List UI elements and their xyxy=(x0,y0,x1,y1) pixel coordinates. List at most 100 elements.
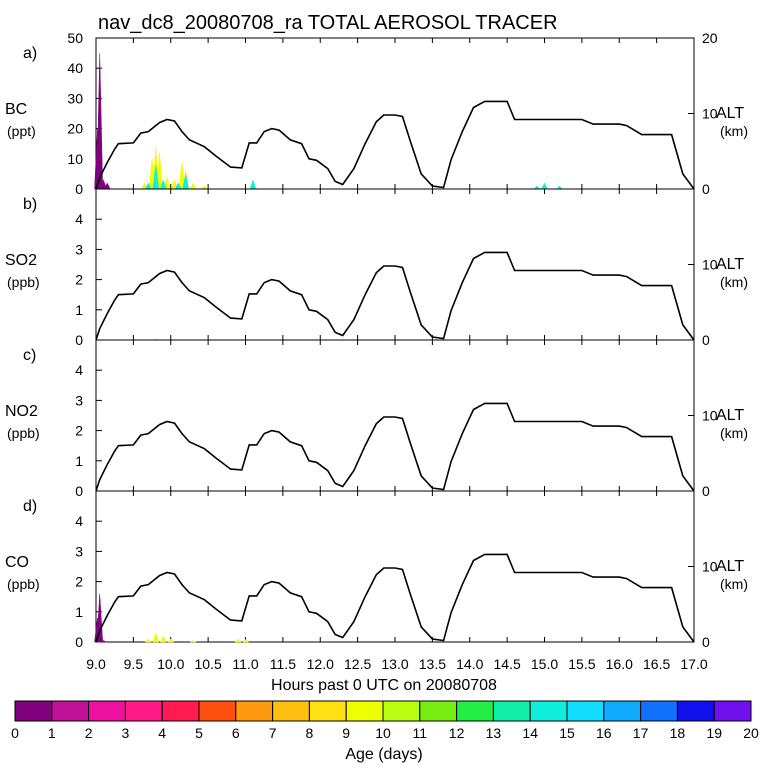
y-tick-label: 20 xyxy=(67,121,83,137)
altitude-line xyxy=(95,553,695,643)
alt-tick-label: 0 xyxy=(702,332,710,348)
y-tick-label: 2 xyxy=(75,423,83,439)
y-tick-label: 4 xyxy=(75,211,83,227)
panel-letter: c) xyxy=(23,347,36,364)
alt-axis-unit: (km) xyxy=(720,123,748,139)
x-tick-label: 13.5 xyxy=(419,656,446,672)
unit-label: (ppb) xyxy=(7,425,40,441)
x-tick-label: 10.5 xyxy=(195,656,222,672)
y-tick-label: 2 xyxy=(75,574,83,590)
x-tick-label: 9.5 xyxy=(124,656,144,672)
species-label: SO2 xyxy=(5,252,37,269)
tracer-spike xyxy=(96,593,104,643)
panels: a)BC(ppt)0102030405001020ALT(km)b)SO2(pp… xyxy=(5,30,748,672)
panel-letter: b) xyxy=(23,196,37,213)
colorbar-swatch xyxy=(124,700,163,722)
colorbar-tick-label: 20 xyxy=(743,725,759,741)
colorbar-tick-label: 11 xyxy=(413,725,428,741)
colorbar-tick-label: 2 xyxy=(85,725,93,741)
x-tick-label: 14.5 xyxy=(494,656,521,672)
colorbar-swatch xyxy=(345,700,384,722)
altitude-line xyxy=(95,402,695,492)
y-tick-label: 0 xyxy=(75,634,83,650)
colorbar-swatch xyxy=(676,700,715,722)
y-tick-label: 2 xyxy=(75,272,83,288)
colorbar-swatch xyxy=(88,700,126,722)
tracer-spike xyxy=(96,53,103,190)
alt-axis-label: ALT xyxy=(716,256,744,273)
unit-label: (ppt) xyxy=(7,123,36,139)
x-tick-label: 10.0 xyxy=(157,656,184,672)
alt-tick-label: 10 xyxy=(702,106,718,122)
colorbar-tick-label: 16 xyxy=(596,725,612,741)
colorbar-swatch xyxy=(14,700,53,722)
y-tick-label: 0 xyxy=(75,181,83,197)
y-tick-label: 30 xyxy=(67,90,83,106)
panel-frame xyxy=(95,339,695,492)
colorbar-swatch xyxy=(272,700,310,722)
x-tick-label: 11.5 xyxy=(270,656,296,672)
alt-tick-label: 0 xyxy=(702,483,710,499)
panel-frame xyxy=(95,37,695,190)
unit-label: (ppb) xyxy=(7,576,40,592)
tracer-spike xyxy=(100,640,107,643)
colorbar-swatch xyxy=(382,700,421,722)
y-tick-label: 10 xyxy=(67,151,83,167)
colorbar-swatch xyxy=(419,700,458,722)
colorbar-tick-label: 0 xyxy=(11,725,19,741)
y-tick-label: 0 xyxy=(75,332,83,348)
tracer-spike xyxy=(144,638,152,643)
colorbar-swatch xyxy=(492,700,531,722)
alt-axis-unit: (km) xyxy=(720,576,748,592)
x-tick-label: 15.5 xyxy=(568,656,595,672)
alt-tick-label: 10 xyxy=(702,257,718,273)
colorbar-tick-label: 1 xyxy=(48,725,56,741)
colorbar-tick-label: 7 xyxy=(269,725,277,741)
colorbar-label: Age (days) xyxy=(345,746,422,763)
tracer-spike xyxy=(541,182,548,190)
x-tick-label: 11.0 xyxy=(232,656,258,672)
x-tick-label: 14.0 xyxy=(456,656,483,672)
y-tick-label: 50 xyxy=(67,30,83,46)
x-tick-label: 13.0 xyxy=(381,656,408,672)
y-tick-label: 1 xyxy=(75,604,83,620)
colorbar-swatch xyxy=(456,700,494,722)
alt-tick-label: 0 xyxy=(702,181,710,197)
y-tick-label: 3 xyxy=(75,392,83,408)
colorbar-tick-label: 12 xyxy=(449,725,465,741)
panel-letter: d) xyxy=(23,498,37,515)
x-tick-label: 16.0 xyxy=(606,656,633,672)
tracer-spike xyxy=(190,640,197,643)
colorbar-tick-label: 15 xyxy=(559,725,575,741)
x-tick-label: 17.0 xyxy=(680,656,707,672)
y-tick-label: 40 xyxy=(67,60,83,76)
altitude-line xyxy=(95,100,695,190)
colorbar-tick-label: 3 xyxy=(122,725,130,741)
colorbar-tick-label: 14 xyxy=(522,725,538,741)
alt-tick-label: 10 xyxy=(702,559,718,575)
age-colorbar: 0 1 2 3 4 5 6 7 8 9 10 11 12 13 14 15 16 17 18 19 20 xyxy=(11,700,759,741)
colorbar-tick-label: 18 xyxy=(670,725,686,741)
x-tick-label: 16.5 xyxy=(643,656,670,672)
y-tick-label: 4 xyxy=(75,513,83,529)
colorbar-swatch xyxy=(308,700,347,722)
colorbar-tick-label: 4 xyxy=(158,725,166,741)
colorbar-swatch xyxy=(51,700,90,722)
panel-bc: a) BC (ppt) 0 10 20 30 40 50 0 10 20 ALT(km) xyxy=(5,30,748,197)
x-axis-label: Hours past 0 UTC on 20080708 xyxy=(271,677,497,694)
unit-label: (ppb) xyxy=(7,274,40,290)
chart-title: nav_dc8_20080708_ra TOTAL AEROSOL TRACER xyxy=(98,12,558,34)
tracer-spike xyxy=(152,632,160,643)
y-tick-label: 3 xyxy=(75,241,83,257)
species-label: CO xyxy=(5,554,29,571)
panel-frame xyxy=(95,188,695,341)
alt-tick-label: 0 xyxy=(702,634,710,650)
colorbar-swatch xyxy=(566,700,605,722)
colorbar-tick-label: 8 xyxy=(306,725,314,741)
tracer-spike xyxy=(234,638,242,643)
y-tick-label: 3 xyxy=(75,543,83,559)
species-label: BC xyxy=(5,101,27,118)
